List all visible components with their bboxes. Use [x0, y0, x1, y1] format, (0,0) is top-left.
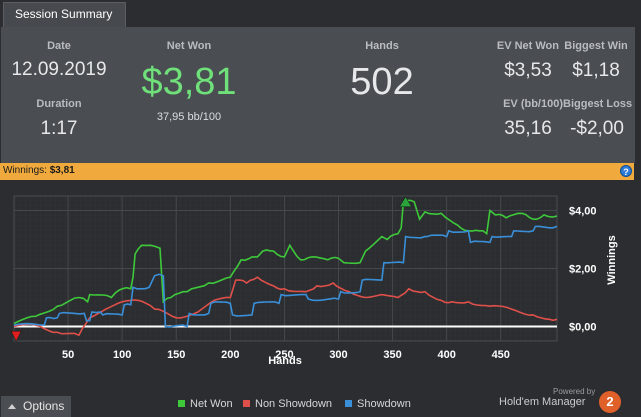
- winnings-bar: Winnings: $3,81 ?: [0, 163, 634, 180]
- duration-value: 1:17: [40, 118, 78, 139]
- hands-value: 502: [350, 61, 414, 103]
- session-summary-panel: Date 12.09.2019 Duration 1:17 Net Won $3…: [1, 27, 635, 163]
- options-label: Options: [23, 399, 65, 413]
- winnings-value: $3,81: [49, 165, 75, 176]
- ev-bb-value: 35,16: [504, 118, 552, 139]
- y-tick-label: $0,00: [569, 322, 597, 334]
- date-value: 12.09.2019: [11, 59, 107, 80]
- series-line-showdown: [13, 225, 558, 328]
- hem-logo-icon: 2: [599, 391, 621, 413]
- options-button[interactable]: Options: [1, 396, 71, 417]
- bottom-bar: Options Net Won Non Showdown Showdown: [0, 394, 641, 417]
- date-label: Date: [47, 40, 71, 52]
- biggest-win-value: $1,18: [572, 60, 620, 81]
- min-marker-icon: [10, 330, 22, 342]
- legend-showdown[interactable]: Showdown: [345, 398, 411, 410]
- series-line-net-won: [13, 199, 558, 325]
- x-tick-label: 400: [437, 349, 455, 361]
- biggest-loss-value: -$2,00: [570, 118, 624, 139]
- brand-name: Hold'em Manager: [499, 396, 586, 408]
- legend-label-non-showdown: Non Showdown: [255, 398, 333, 410]
- chevron-up-icon: [8, 404, 16, 409]
- legend-non-showdown[interactable]: Non Showdown: [243, 398, 332, 410]
- legend-swatch-showdown: [345, 400, 352, 407]
- x-axis-label: Hands: [268, 355, 302, 367]
- x-tick-label: 150: [167, 349, 185, 361]
- legend-label-showdown: Showdown: [357, 398, 411, 410]
- hands-label: Hands: [365, 40, 399, 52]
- x-tick-label: 450: [492, 349, 510, 361]
- y-tick-label: $4,00: [569, 206, 597, 218]
- legend-label-net-won: Net Won: [190, 398, 233, 410]
- winnings-label-text: Winnings:: [3, 165, 47, 176]
- legend-net-won[interactable]: Net Won: [178, 398, 233, 410]
- duration-label: Duration: [36, 98, 82, 110]
- tab-session-summary[interactable]: Session Summary: [3, 2, 126, 27]
- x-tick-label: 350: [383, 349, 401, 361]
- legend-swatch-net-won: [178, 400, 185, 407]
- ev-net-won-label: EV Net Won: [496, 40, 559, 52]
- window-edge: [635, 27, 641, 394]
- winnings-label: Winnings: $3,81: [3, 165, 75, 176]
- x-tick-label: 200: [221, 349, 239, 361]
- y-axis-label: Winnings: [606, 235, 618, 284]
- winnings-chart: 50 100 150 200 250 300 350 400 450 $4,00 $2,00 $0,…: [10, 195, 618, 367]
- legend-swatch-non-showdown: [243, 400, 250, 407]
- biggest-win-label: Biggest Win: [564, 40, 628, 52]
- ev-net-won-value: $3,53: [504, 60, 552, 81]
- winnings-chart-area: 50 100 150 200 250 300 350 400 450 $4,00 $2,00 $0,…: [0, 180, 634, 395]
- help-icon[interactable]: ?: [620, 165, 632, 177]
- max-marker-icon: [399, 196, 413, 208]
- x-tick-label: 50: [62, 349, 74, 361]
- powered-by-label: Powered by: [553, 387, 596, 396]
- x-tick-label: 250: [275, 349, 293, 361]
- net-won-bb-value: 37,95 bb/100: [156, 111, 222, 123]
- net-won-value: $3,81: [141, 61, 237, 103]
- x-tick-label: 300: [329, 349, 347, 361]
- series-line-non-showdown: [13, 276, 558, 337]
- x-tick-label: 100: [113, 349, 131, 361]
- top-tab-bar: Session Summary: [0, 0, 641, 27]
- biggest-loss-label: Biggest Loss: [563, 98, 633, 110]
- net-won-label: Net Won: [166, 40, 212, 52]
- ev-bb-label: EV (bb/100): [503, 98, 563, 110]
- y-tick-label: $2,00: [569, 264, 597, 276]
